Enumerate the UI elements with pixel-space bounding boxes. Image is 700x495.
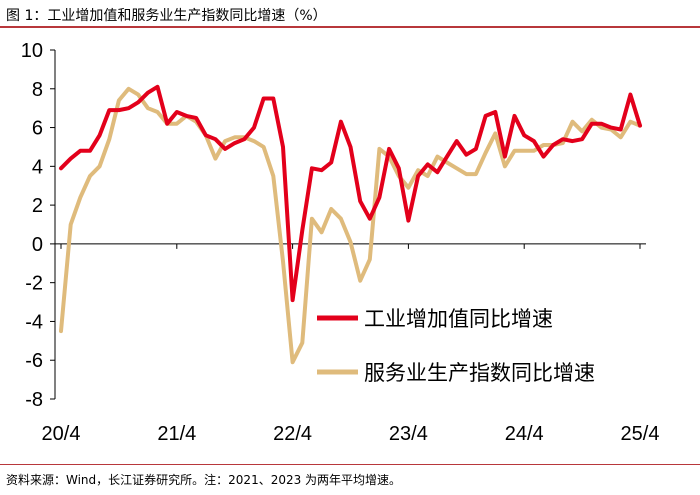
y-tick-label: 8 bbox=[32, 79, 43, 101]
x-tick-label: 22/4 bbox=[273, 423, 312, 445]
legend-label-industrial: 工业增加值同比增速 bbox=[364, 307, 553, 331]
x-axis-tick-labels: 20/4 21/4 22/4 23/4 24/4 25/4 bbox=[42, 423, 660, 445]
industrial-value-added-line bbox=[59, 84, 642, 303]
y-tick-label: 2 bbox=[32, 195, 43, 217]
series-lines bbox=[59, 84, 642, 365]
chart-legend: 工业增加值同比增速 服务业生产指数同比增速 bbox=[317, 307, 595, 385]
y-tick-label: 4 bbox=[32, 156, 43, 178]
x-tick-label: 25/4 bbox=[621, 423, 660, 445]
figure-title: 图 1：工业增加值和服务业生产指数同比增速（%） bbox=[6, 8, 327, 24]
y-tick-label: -2 bbox=[25, 273, 43, 295]
x-tick-label: 21/4 bbox=[157, 423, 196, 445]
y-tick-label: 10 bbox=[21, 40, 43, 62]
footer-divider bbox=[0, 464, 700, 465]
x-tick-label: 20/4 bbox=[42, 423, 81, 445]
y-tick-label: 6 bbox=[32, 118, 43, 140]
x-tick-label: 24/4 bbox=[505, 423, 544, 445]
y-tick-label: -6 bbox=[25, 350, 43, 372]
x-tick-label: 23/4 bbox=[389, 423, 428, 445]
y-tick-label: 0 bbox=[32, 234, 43, 256]
y-tick-label: -8 bbox=[25, 389, 43, 411]
services-production-index-line bbox=[59, 86, 642, 365]
chart-header: 图 1：工业增加值和服务业生产指数同比增速（%） bbox=[0, 0, 700, 28]
y-tick-label: -4 bbox=[25, 311, 43, 333]
y-axis-tick-labels: 10 8 6 4 2 0 -2 -4 -6 -8 bbox=[21, 40, 43, 411]
source-note: 资料来源：Wind，长江证券研究所。注：2021、2023 为两年平均增速。 bbox=[6, 473, 402, 487]
header-divider bbox=[0, 26, 700, 28]
legend-label-services: 服务业生产指数同比增速 bbox=[364, 361, 595, 385]
line-chart: 10 8 6 4 2 0 -2 -4 -6 -8 20/4 21/4 22/4 23/4 24/4 25/4… bbox=[21, 40, 660, 445]
